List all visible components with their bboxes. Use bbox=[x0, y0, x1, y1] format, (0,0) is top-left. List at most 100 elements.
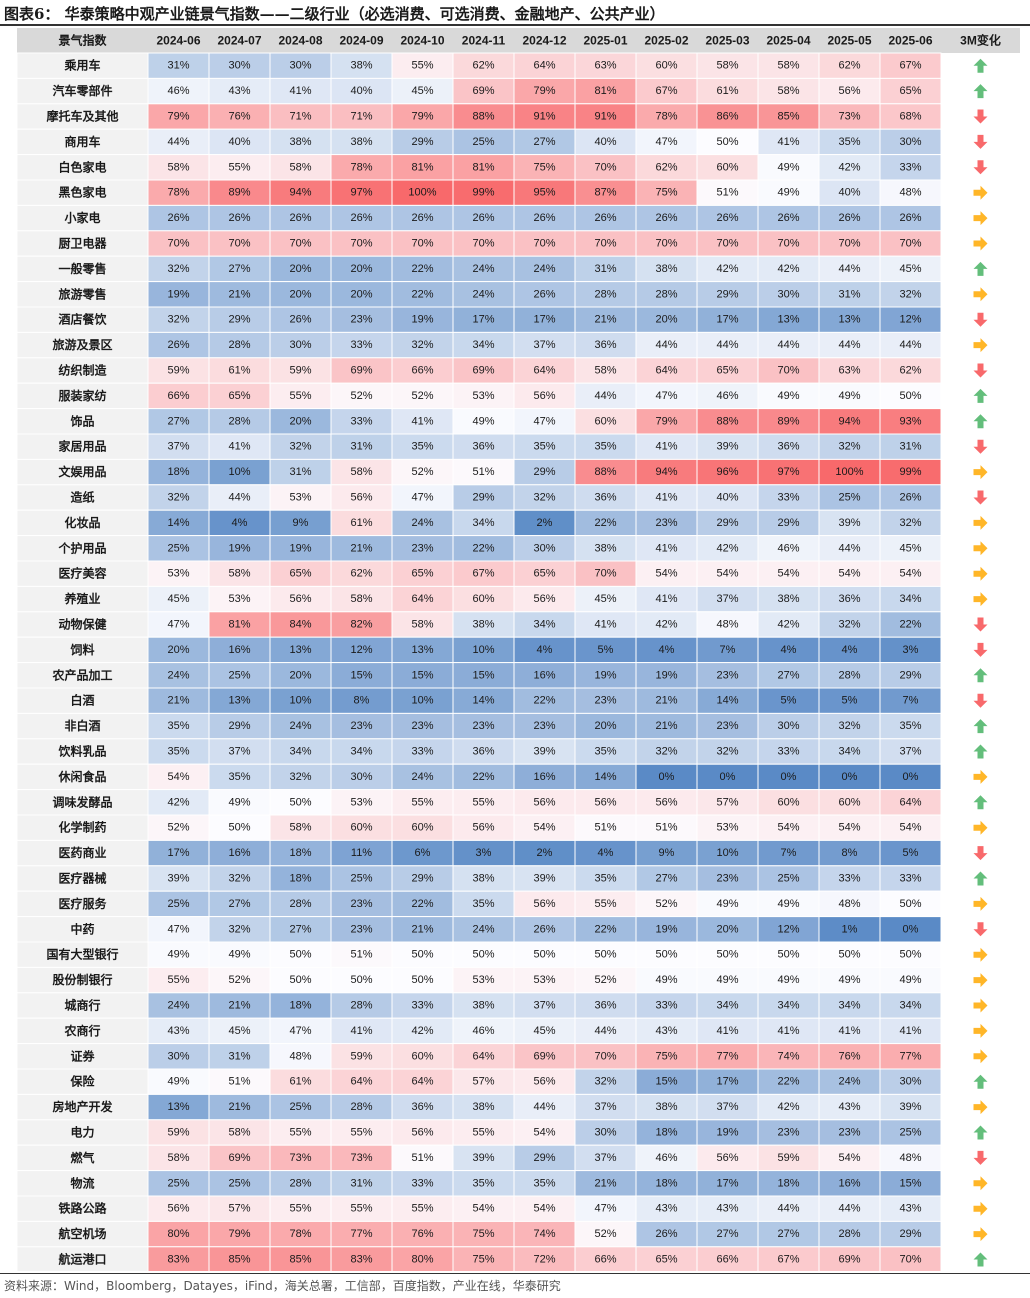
heat-cell bbox=[635, 1195, 698, 1222]
heat-cell bbox=[147, 839, 210, 867]
heat-cell bbox=[208, 941, 271, 968]
heat-cell bbox=[330, 916, 393, 943]
cell-value: 22% bbox=[594, 923, 616, 935]
heat-cell bbox=[818, 1195, 881, 1222]
row-label: 医疗美容 bbox=[58, 566, 106, 581]
cell-value: 63% bbox=[838, 365, 860, 377]
cell-value: 46% bbox=[167, 85, 189, 97]
heat-cell bbox=[696, 331, 759, 359]
cell-value: 74% bbox=[533, 1228, 555, 1240]
heat-cell bbox=[452, 179, 515, 206]
cell-value: 44% bbox=[838, 339, 860, 351]
row-label: 国有大型银行 bbox=[46, 947, 118, 962]
row-label: 纺织制造 bbox=[58, 363, 107, 378]
heat-cell bbox=[879, 154, 942, 181]
cell-value: 22% bbox=[472, 771, 494, 783]
cell-value: 13% bbox=[411, 644, 433, 656]
heat-cell bbox=[452, 204, 515, 232]
cell-value: 35% bbox=[594, 746, 616, 758]
cell-value: 79% bbox=[167, 111, 189, 123]
column-header: 2025-01 bbox=[583, 34, 627, 48]
heat-cell bbox=[147, 687, 210, 714]
row-label: 航运港口 bbox=[58, 1252, 106, 1267]
column-header: 2024-06 bbox=[156, 34, 200, 48]
cell-value: 60% bbox=[838, 796, 860, 808]
heat-cell bbox=[147, 712, 210, 740]
cell-value: 49% bbox=[838, 974, 860, 986]
heat-cell bbox=[269, 484, 332, 511]
cell-value: 38% bbox=[655, 263, 677, 275]
cell-value: 28% bbox=[289, 898, 311, 910]
table-row: 燃气 58% 69% 73% 73% 51% 39% 29% 37% 46% 56% 59% 54% 48… bbox=[17, 1144, 1020, 1172]
cell-value: 32% bbox=[289, 441, 311, 453]
cell-value: 60% bbox=[411, 1050, 433, 1062]
cell-value: 26% bbox=[228, 212, 250, 224]
heat-cell bbox=[818, 636, 881, 664]
cell-value: 20% bbox=[289, 669, 311, 681]
chart-title: 图表6： 华泰策略中观产业链景气指数——二级行业（必选消费、可选消费、金融地产、… bbox=[4, 5, 665, 23]
cell-value: 23% bbox=[533, 720, 555, 732]
heat-cell bbox=[330, 535, 393, 562]
cell-value: 23% bbox=[472, 720, 494, 732]
cell-value: 38% bbox=[472, 619, 494, 631]
cell-value: 99% bbox=[899, 466, 921, 478]
heat-cell bbox=[269, 1068, 332, 1095]
cell-value: 51% bbox=[655, 822, 677, 834]
cell-value: 70% bbox=[350, 238, 372, 250]
heat-cell bbox=[452, 1144, 515, 1172]
table-row: 小家电 26% 26% 26% 26% 26% 26% 26% 26% 26% 26% 26% 26% 2… bbox=[17, 204, 1020, 232]
cell-value: 20% bbox=[167, 644, 189, 656]
row-label: 农产品加工 bbox=[51, 667, 112, 682]
cell-value: 23% bbox=[411, 542, 433, 554]
heat-cell bbox=[757, 712, 820, 740]
heat-cell bbox=[391, 1119, 454, 1146]
heat-cell bbox=[696, 1170, 759, 1197]
heat-cell bbox=[574, 966, 637, 994]
row-label-cell bbox=[17, 865, 149, 892]
heat-cell bbox=[635, 763, 698, 791]
cell-value: 51% bbox=[228, 1076, 250, 1088]
arrow-right-icon bbox=[973, 338, 988, 353]
cell-value: 41% bbox=[899, 1025, 921, 1037]
cell-value: 70% bbox=[899, 1254, 921, 1266]
cell-value: 70% bbox=[777, 238, 799, 250]
cell-value: 94% bbox=[655, 466, 677, 478]
heat-cell bbox=[208, 1170, 271, 1197]
cell-value: 54% bbox=[655, 568, 677, 580]
heat-cell bbox=[208, 458, 271, 486]
heat-cell bbox=[818, 1144, 881, 1172]
cell-value: 33% bbox=[777, 492, 799, 504]
cell-value: 41% bbox=[350, 1025, 372, 1037]
heat-cell bbox=[391, 1246, 454, 1271]
cell-value: 27% bbox=[167, 415, 189, 427]
heat-cell bbox=[330, 662, 393, 689]
cell-value: 75% bbox=[472, 1228, 494, 1240]
cell-value: 56% bbox=[594, 796, 616, 808]
heat-cell bbox=[635, 1119, 698, 1146]
cell-value: 30% bbox=[777, 720, 799, 732]
row-label-cell bbox=[17, 331, 149, 359]
cell-value: 72% bbox=[533, 1254, 555, 1266]
heat-cell bbox=[208, 255, 271, 283]
row-label-cell bbox=[17, 1093, 149, 1121]
cell-value: 76% bbox=[411, 1228, 433, 1240]
cell-value: 50% bbox=[716, 949, 738, 961]
cell-value: 75% bbox=[533, 161, 555, 173]
cell-value: 24% bbox=[533, 263, 555, 275]
heat-cell bbox=[391, 662, 454, 689]
heat-cell bbox=[635, 585, 698, 613]
heat-cell bbox=[696, 204, 759, 232]
row-label-cell bbox=[17, 560, 149, 587]
heat-cell bbox=[208, 408, 271, 435]
heat-cell bbox=[513, 154, 576, 181]
cell-value: 4% bbox=[598, 847, 614, 859]
arrow-up-icon bbox=[973, 261, 988, 276]
heat-cell bbox=[513, 484, 576, 511]
cell-value: 95% bbox=[533, 187, 555, 199]
heat-cell bbox=[757, 255, 820, 283]
cell-value: 38% bbox=[655, 1101, 677, 1113]
heat-cell bbox=[818, 1068, 881, 1095]
cell-value: 9% bbox=[659, 847, 675, 859]
row-label-cell bbox=[17, 992, 149, 1019]
heat-cell bbox=[879, 966, 942, 994]
